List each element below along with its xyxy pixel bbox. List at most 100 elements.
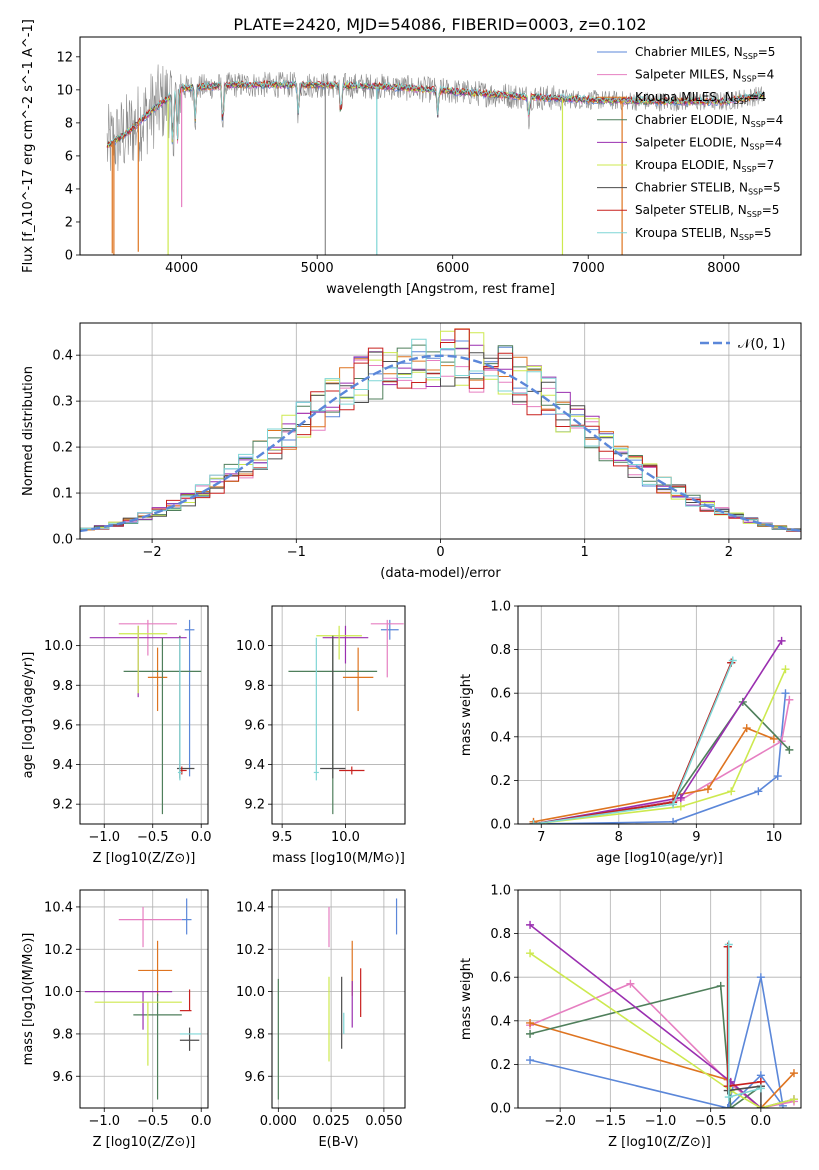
series-marker	[669, 800, 678, 809]
x-tick-label: 4000	[165, 261, 198, 276]
series-marker	[785, 745, 794, 754]
x-tick-label: −1.0	[88, 1114, 120, 1129]
y-axis-label: age [log10(age/yr)]	[21, 652, 36, 779]
legend-label: Kroupa STELIB, NSSP=5	[635, 226, 772, 242]
data-point	[184, 619, 195, 777]
spectrum-legend: Chabrier MILES, N SSP =5 Salpeter MILES, NS…	[597, 45, 783, 242]
y-tick-label: 0.3	[52, 395, 73, 410]
data-point	[380, 619, 399, 640]
series-marker	[769, 734, 778, 743]
x-tick-label: 0.050	[365, 1114, 402, 1129]
x-tick-label: 0.0	[751, 1114, 772, 1129]
legend-subscript: SSP	[747, 210, 762, 219]
y-tick-label: 0.0	[52, 533, 73, 548]
y-tick-label: 9.8	[52, 1027, 73, 1042]
x-axis-label: Z [log10(Z/Z⊙)]	[93, 1135, 196, 1150]
residual-legend: 𝒩(0, 1)	[700, 337, 785, 352]
x-tick-label: −0.5	[137, 1114, 169, 1129]
series-marker	[756, 1084, 765, 1093]
y-axis-label: mass [log10(M/M⊙)]	[21, 933, 36, 1066]
axes-frame	[79, 322, 802, 540]
y-tick-label: 0	[65, 249, 73, 264]
legend-label: 𝒩(0, 1)	[738, 337, 785, 352]
x-tick-label: 1	[581, 545, 589, 560]
legend-tail: =4	[749, 90, 767, 104]
legend-text: Chabrier MILES, N	[635, 45, 743, 59]
y-tick-label: 8	[65, 116, 73, 131]
series-marker	[723, 1082, 732, 1091]
series-marker	[716, 981, 725, 990]
series-line	[529, 924, 795, 1108]
series-marker	[785, 695, 794, 704]
y-tick-label: 10	[56, 83, 73, 98]
x-tick-label: 9.5	[272, 830, 293, 845]
series-marker	[789, 1069, 798, 1078]
series-marker	[781, 689, 790, 698]
series-marker	[529, 820, 538, 824]
legend-text: Salpeter ELODIE, N	[635, 135, 749, 149]
y-tick-label: 10.0	[236, 639, 265, 654]
legend-text: Salpeter STELIB, N	[635, 203, 747, 217]
panel-mass_vs_Z: −1.0 −0.5 0.0 9.6 9.8 10.0 10.2 10.4 Z [log10(Z/…	[21, 889, 212, 1150]
errorbars	[288, 619, 404, 815]
data-point	[94, 1001, 182, 1066]
data-point	[138, 940, 173, 996]
x-tick-label: 7	[537, 830, 545, 845]
legend-label: Salpeter STELIB, NSSP=5	[635, 203, 779, 219]
x-tick-label: 0.025	[313, 1114, 350, 1129]
panel-mass_vs_ebv: 0.000 0.025 0.050 9.6 9.8 10.0 10.2 10.4 E(B-V)	[236, 889, 406, 1150]
histogram-lines	[80, 328, 801, 534]
panel-age_vs_Z: −1.0 −0.5 0.0 9.2 9.4 9.6 9.8 10.0 Z [log10(Z/Z⊙…	[21, 605, 212, 866]
x-axis-label: age [log10(age/yr)]	[596, 851, 723, 866]
figure-title: PLATE=2420, MJD=54086, FIBERID=0003, z=0…	[233, 15, 646, 34]
histogram-step	[80, 338, 801, 534]
y-tick-label: 10.0	[236, 985, 265, 1000]
series-marker	[789, 1095, 798, 1104]
y-tick-label: 10.2	[236, 943, 265, 958]
series-marker	[724, 940, 733, 949]
x-tick-label: −1.0	[88, 830, 120, 845]
legend-label: Salpeter ELODIE, NSSP=4	[635, 135, 782, 151]
y-tick-label: 9.2	[52, 798, 73, 813]
y-tick-label: 0.2	[490, 774, 511, 789]
legend-label: Kroupa MILES, NSSP=4	[635, 90, 766, 106]
axes-frame	[79, 889, 209, 1109]
x-tick-label: 10	[766, 830, 783, 845]
data-point	[342, 647, 374, 712]
data-point	[118, 625, 168, 694]
x-axis-label: (data-model)/error	[380, 566, 501, 581]
legend-tail: =7	[757, 158, 775, 172]
data-point	[316, 625, 362, 660]
legend-label: Salpeter MILES, NSSP=4	[635, 68, 774, 84]
legend-tail: =5	[758, 45, 776, 59]
legend-label: Chabrier STELIB, NSSP=5	[635, 181, 781, 197]
x-axis-label: mass [log10(M/M⊙)]	[272, 851, 405, 866]
legend-subscript: SSP	[742, 165, 757, 174]
series-line	[726, 946, 762, 1088]
data-point	[320, 635, 346, 779]
y-tick-label: 1.0	[490, 600, 511, 615]
legend-subscript: SSP	[742, 75, 757, 84]
x-tick-label: 6000	[436, 261, 469, 276]
legend-text: Kroupa ELODIE, N	[635, 158, 742, 172]
series-marker	[777, 636, 786, 645]
legend-label: Chabrier ELODIE, NSSP=4	[635, 113, 783, 129]
legend-subscript: SSP	[739, 233, 754, 242]
model-spectrum-line	[107, 79, 765, 146]
series-line	[529, 984, 762, 1108]
axes-frame	[271, 889, 406, 1109]
legend-subscript: SSP	[734, 97, 749, 106]
errorbars	[89, 619, 202, 815]
series-marker	[703, 785, 712, 794]
y-tick-label: 1.0	[490, 884, 511, 899]
y-tick-label: 9.6	[52, 1070, 73, 1085]
x-axis-label: wavelength [Angstrom, rest frame]	[326, 282, 555, 297]
y-tick-label: 9.4	[52, 758, 73, 773]
axes-frame	[517, 605, 802, 825]
y-tick-label: 10.0	[44, 985, 73, 1000]
y-tick-label: 4	[65, 182, 73, 197]
legend-tail: =5	[763, 181, 781, 195]
series-marker	[526, 1056, 535, 1065]
panel-residuals: −2 −1 0 1 2 0.0 0.1 0.2 0.3 0.4 (data-model)/error…	[21, 322, 802, 581]
y-tick-label: 0.4	[52, 349, 73, 364]
